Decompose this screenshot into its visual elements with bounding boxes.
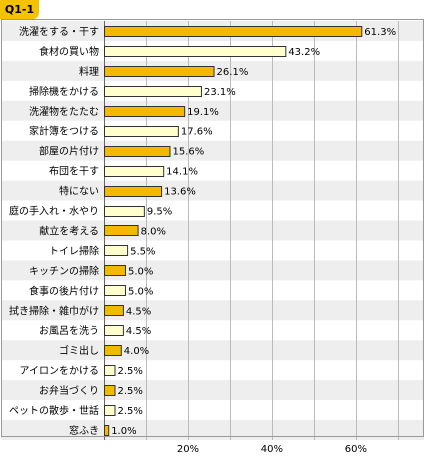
- category-label: 窓ふき: [69, 424, 99, 437]
- bar: [104, 405, 116, 416]
- value-label: 9.5%: [147, 207, 172, 218]
- bar: [104, 225, 139, 236]
- value-label: 19.1%: [187, 107, 219, 118]
- category-label: 家計簿をつける: [29, 125, 99, 138]
- value-label: 43.2%: [288, 47, 320, 58]
- bar: [104, 166, 165, 177]
- bar: [104, 245, 129, 256]
- chart-frame: [1, 19, 424, 437]
- category-label: キッチンの掃除: [29, 264, 99, 277]
- category-label: ペットの散歩・世話: [9, 404, 99, 417]
- category-label: 食事の後片付け: [29, 284, 99, 297]
- value-label: 4.0%: [124, 346, 149, 357]
- category-label: 部屋の片付け: [39, 145, 99, 158]
- bar: [104, 265, 126, 276]
- value-label: 14.1%: [166, 167, 198, 178]
- bar: [104, 146, 171, 157]
- category-label: 庭の手入れ・水やり: [9, 205, 99, 218]
- value-label: 4.5%: [126, 326, 151, 337]
- x-tick-label: 20%: [177, 444, 199, 455]
- value-label: 13.6%: [164, 187, 196, 198]
- chart-title-badge: Q1-1: [0, 0, 39, 19]
- bar: [104, 126, 179, 137]
- value-label: 2.5%: [117, 406, 142, 417]
- category-label: ゴミ出し: [59, 344, 99, 357]
- value-label: 1.0%: [111, 426, 136, 437]
- bar: [104, 86, 202, 97]
- category-label: 洗濯物をたたむ: [29, 105, 99, 118]
- value-label: 26.1%: [217, 67, 249, 78]
- category-label: 洗濯をする・干す: [19, 26, 99, 38]
- bar: [104, 325, 124, 336]
- bar: [104, 345, 122, 356]
- bar: [104, 46, 287, 57]
- bar: [104, 365, 116, 376]
- category-label: トイレ掃除: [49, 244, 99, 257]
- category-label: お風呂を洗う: [39, 325, 99, 337]
- value-label: 5.0%: [128, 266, 153, 277]
- value-label: 5.0%: [128, 286, 153, 297]
- bar: [104, 106, 186, 117]
- category-label: 掃除機をかける: [29, 85, 99, 98]
- bar: [104, 285, 126, 296]
- category-label: 献立を考える: [39, 224, 99, 237]
- x-tick-label: 60%: [345, 444, 367, 455]
- category-label: 布団を干す: [49, 166, 99, 178]
- x-tick-label: 40%: [261, 444, 283, 455]
- category-label: 食材の買い物: [39, 45, 99, 58]
- value-label: 4.5%: [126, 306, 151, 317]
- bar: [104, 66, 215, 77]
- bar: [104, 385, 116, 396]
- category-label: 特にない: [59, 186, 99, 198]
- category-label: アイロンをかける: [20, 365, 100, 377]
- bar: [104, 305, 124, 316]
- category-label: 料理: [79, 65, 99, 78]
- value-label: 15.6%: [172, 147, 204, 158]
- value-label: 5.5%: [130, 246, 155, 257]
- category-label: 拭き掃除・雑巾がけ: [9, 304, 99, 317]
- value-label: 8.0%: [141, 226, 166, 237]
- value-label: 2.5%: [117, 366, 142, 377]
- bar: [104, 186, 163, 197]
- bar: [104, 26, 363, 37]
- bar: [104, 425, 110, 436]
- bar: [104, 206, 145, 217]
- value-label: 23.1%: [204, 87, 236, 98]
- value-label: 2.5%: [117, 386, 142, 397]
- value-label: 61.3%: [364, 27, 396, 38]
- category-label: お弁当づくり: [39, 384, 99, 397]
- value-label: 17.6%: [181, 127, 213, 138]
